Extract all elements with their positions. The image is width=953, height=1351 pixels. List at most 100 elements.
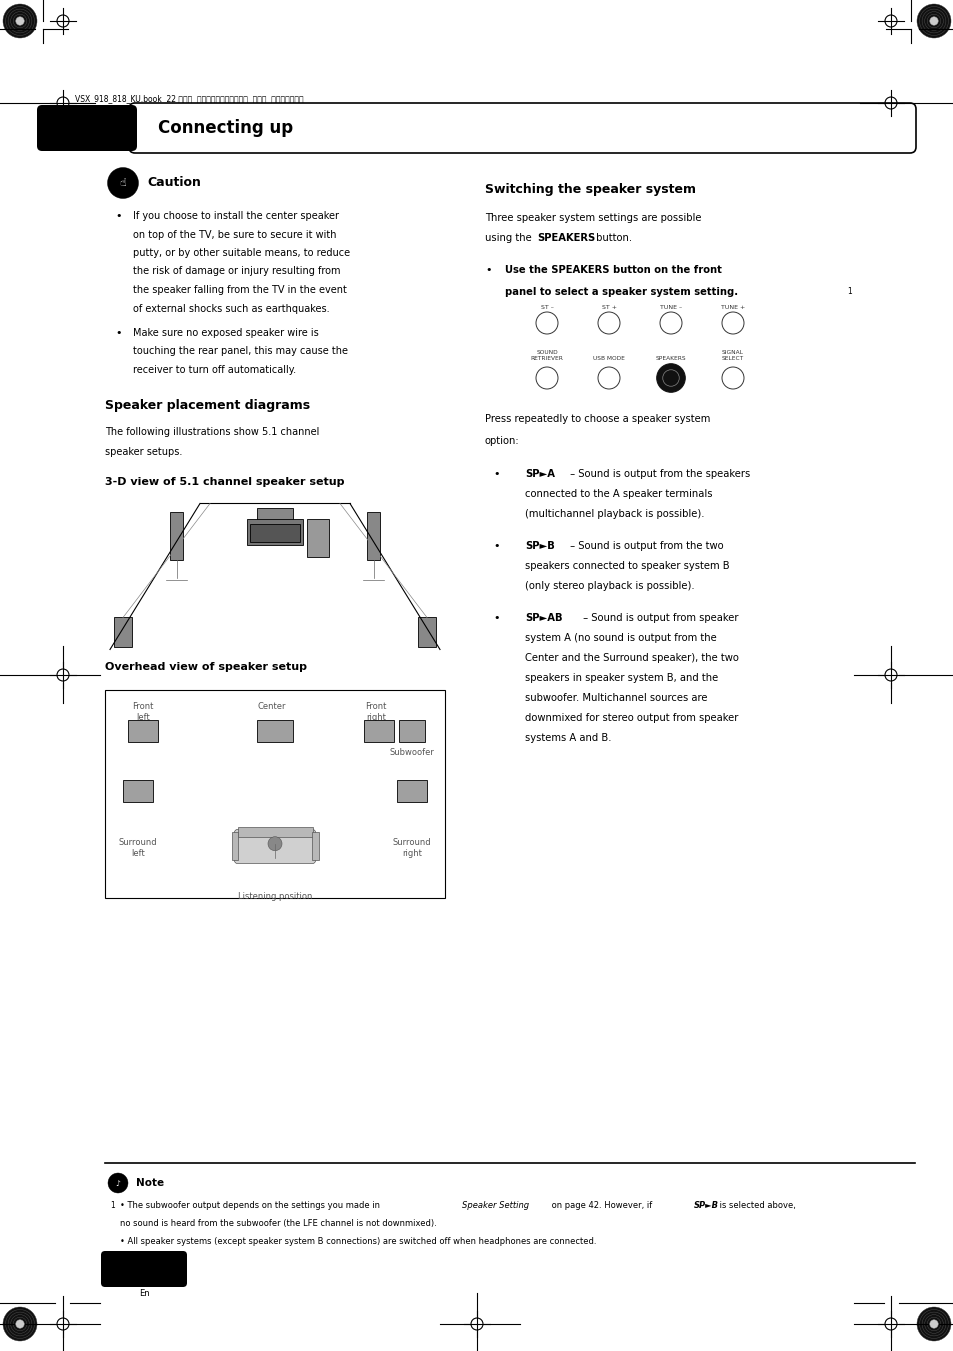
Text: – Sound is output from the speakers: – Sound is output from the speakers — [566, 469, 749, 480]
Text: of external shocks such as earthquakes.: of external shocks such as earthquakes. — [132, 304, 330, 313]
Text: Front
left: Front left — [132, 703, 153, 721]
Text: on page 42. However, if: on page 42. However, if — [549, 1201, 655, 1210]
Bar — [232, 832, 238, 861]
Circle shape — [929, 1320, 937, 1328]
Text: Switching the speaker system: Switching the speaker system — [484, 182, 696, 196]
FancyBboxPatch shape — [129, 103, 915, 153]
Text: SPEAKERS: SPEAKERS — [537, 232, 595, 243]
Circle shape — [929, 16, 937, 26]
FancyBboxPatch shape — [101, 1251, 187, 1288]
Text: connected to the A speaker terminals: connected to the A speaker terminals — [524, 489, 712, 499]
Text: SIGNAL
SELECT: SIGNAL SELECT — [721, 350, 743, 361]
Text: receiver to turn off automatically.: receiver to turn off automatically. — [132, 365, 295, 376]
Text: The following illustrations show 5.1 channel: The following illustrations show 5.1 cha… — [105, 427, 319, 438]
Bar — [123, 781, 152, 802]
Bar — [307, 520, 329, 558]
Text: SOUND
RETRIEVER: SOUND RETRIEVER — [530, 350, 563, 361]
Text: SP►B: SP►B — [524, 540, 554, 551]
Text: If you choose to install the center speaker: If you choose to install the center spea… — [132, 211, 338, 222]
Text: •: • — [484, 265, 491, 276]
Text: 22: 22 — [135, 1262, 152, 1275]
Text: Caution: Caution — [147, 177, 201, 189]
Bar — [256, 508, 293, 520]
Text: 3-D view of 5.1 channel speaker setup: 3-D view of 5.1 channel speaker setup — [105, 477, 344, 488]
Circle shape — [3, 4, 37, 38]
Text: TUNE +: TUNE + — [720, 305, 744, 309]
Text: Use the SPEAKERS button on the front: Use the SPEAKERS button on the front — [504, 265, 721, 276]
Text: •: • — [115, 328, 121, 338]
Text: SP►AB: SP►AB — [524, 613, 562, 623]
Text: speakers connected to speaker system B: speakers connected to speaker system B — [524, 561, 729, 571]
Text: panel to select a speaker system setting.: panel to select a speaker system setting… — [504, 286, 738, 297]
Circle shape — [108, 168, 138, 199]
Bar — [113, 617, 132, 647]
Text: 1: 1 — [846, 286, 851, 296]
Text: 03: 03 — [77, 122, 96, 135]
Text: ST +: ST + — [601, 305, 616, 309]
Bar — [364, 720, 394, 743]
Text: Press repeatedly to choose a speaker system: Press repeatedly to choose a speaker sys… — [484, 413, 710, 424]
Text: Make sure no exposed speaker wire is: Make sure no exposed speaker wire is — [132, 328, 318, 338]
Bar — [250, 524, 299, 543]
Text: button.: button. — [593, 232, 632, 243]
Circle shape — [16, 1320, 24, 1328]
Bar — [128, 720, 158, 743]
Text: subwoofer. Multichannel sources are: subwoofer. Multichannel sources are — [524, 693, 707, 703]
Circle shape — [16, 16, 24, 26]
Text: •: • — [115, 211, 121, 222]
Text: SPEAKERS: SPEAKERS — [655, 357, 685, 361]
Bar — [367, 512, 379, 561]
Text: speaker setups.: speaker setups. — [105, 447, 182, 458]
Text: Surround
left: Surround left — [118, 839, 157, 858]
Bar — [247, 520, 303, 546]
Circle shape — [3, 1306, 37, 1342]
Text: – Sound is output from speaker: – Sound is output from speaker — [579, 613, 738, 623]
Text: Speaker placement diagrams: Speaker placement diagrams — [105, 400, 310, 412]
Text: touching the rear panel, this may cause the: touching the rear panel, this may cause … — [132, 346, 348, 357]
Text: speakers in speaker system B, and the: speakers in speaker system B, and the — [524, 673, 718, 684]
Text: •: • — [493, 469, 499, 480]
Bar — [417, 617, 436, 647]
Text: Subwoofer: Subwoofer — [389, 748, 434, 758]
Text: Center: Center — [257, 703, 286, 712]
Text: SP►B: SP►B — [694, 1201, 719, 1210]
Bar — [105, 690, 444, 898]
Text: Listening position: Listening position — [237, 893, 312, 901]
Bar — [170, 512, 183, 561]
Circle shape — [268, 836, 282, 851]
Text: – Sound is output from the two: – Sound is output from the two — [566, 540, 723, 551]
Text: TUNE –: TUNE – — [659, 305, 681, 309]
Text: Surround
right: Surround right — [393, 839, 431, 858]
Text: • All speaker systems (except speaker system B connections) are switched off whe: • All speaker systems (except speaker sy… — [120, 1238, 596, 1246]
Bar — [312, 832, 318, 861]
Circle shape — [916, 1306, 950, 1342]
FancyBboxPatch shape — [234, 830, 315, 863]
Text: the speaker falling from the TV in the event: the speaker falling from the TV in the e… — [132, 285, 347, 295]
Bar — [398, 720, 424, 743]
Circle shape — [656, 363, 684, 392]
Text: Connecting up: Connecting up — [158, 119, 293, 136]
Text: •: • — [493, 613, 499, 623]
Text: Center and the Surround speaker), the two: Center and the Surround speaker), the tw… — [524, 653, 739, 663]
Text: using the: using the — [484, 232, 535, 243]
Text: • The subwoofer output depends on the settings you made in: • The subwoofer output depends on the se… — [120, 1201, 382, 1210]
Text: En: En — [138, 1289, 150, 1298]
Circle shape — [108, 1173, 128, 1193]
Text: ☝: ☝ — [119, 178, 126, 188]
Text: ♪: ♪ — [115, 1178, 120, 1188]
Text: putty, or by other suitable means, to reduce: putty, or by other suitable means, to re… — [132, 249, 350, 258]
Text: ST –: ST – — [540, 305, 553, 309]
Text: USB MODE: USB MODE — [593, 357, 624, 361]
Text: Note: Note — [136, 1178, 164, 1188]
Text: •: • — [493, 540, 499, 551]
Text: downmixed for stereo output from speaker: downmixed for stereo output from speaker — [524, 713, 738, 723]
Bar — [237, 828, 313, 838]
Text: (multichannel playback is possible).: (multichannel playback is possible). — [524, 509, 703, 519]
Circle shape — [916, 4, 950, 38]
Text: (only stereo playback is possible).: (only stereo playback is possible). — [524, 581, 694, 590]
Text: on top of the TV, be sure to secure it with: on top of the TV, be sure to secure it w… — [132, 230, 336, 239]
Text: SP►A: SP►A — [524, 469, 555, 480]
Text: Front
right: Front right — [365, 703, 386, 721]
Text: Three speaker system settings are possible: Three speaker system settings are possib… — [484, 213, 700, 223]
Bar — [396, 781, 427, 802]
